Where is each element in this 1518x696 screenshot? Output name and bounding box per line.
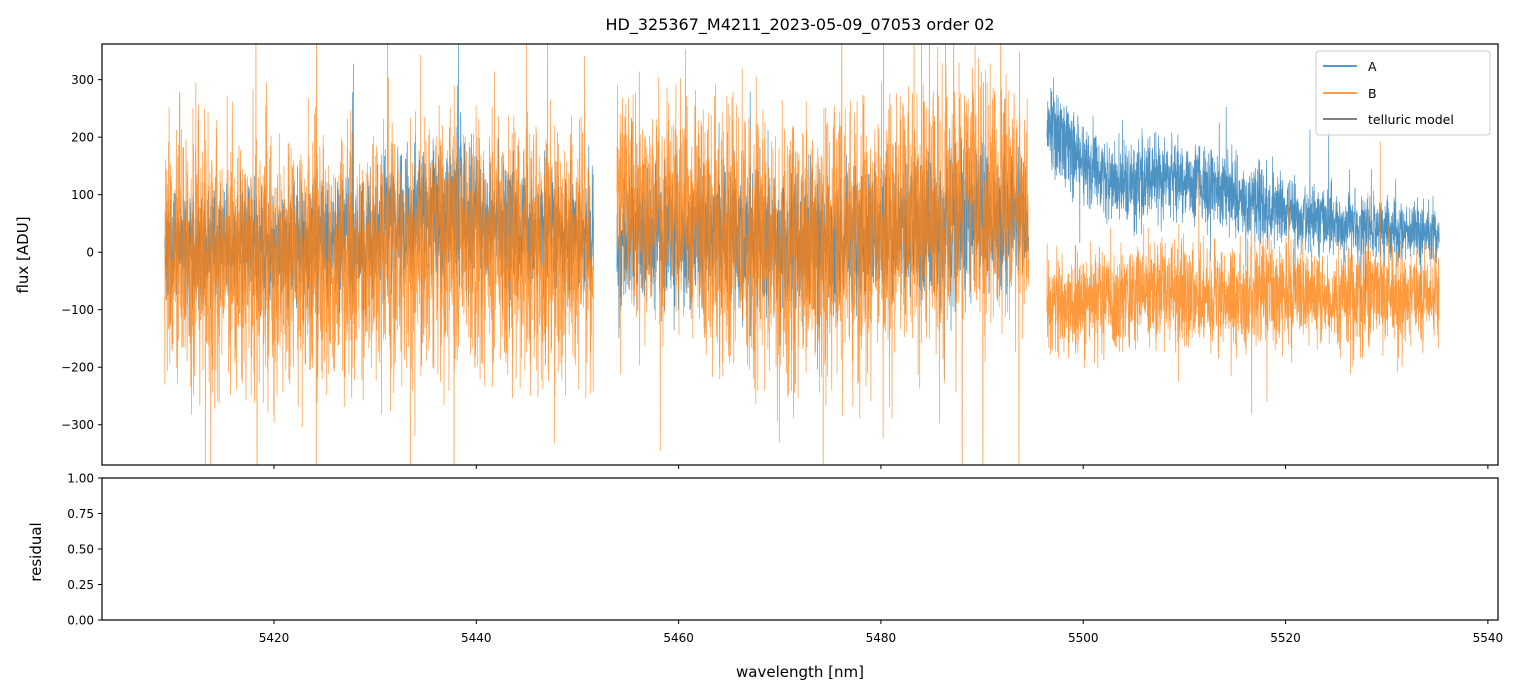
series-line-b-segment-2 (616, 44, 1029, 465)
residual-y-tick-label: 0.75 (67, 507, 94, 521)
residual-y-tick-label: 0.50 (67, 543, 94, 557)
legend-label-b: B (1368, 86, 1377, 101)
residual-panel-frame (101, 477, 1499, 621)
residual-y-tick-label: 0.00 (67, 614, 94, 628)
flux-y-tick-label: −100 (61, 303, 94, 317)
residual-y-tick-label: 0.25 (67, 578, 94, 592)
flux-axis-label: flux [ADU] (14, 216, 32, 293)
residual-panel: 0.00 0.25 0.50 0.75 1.00 5420 5440 5460 5480 550… (27, 472, 1503, 682)
flux-y-tick-label: 300 (71, 73, 94, 87)
wavelength-tick-label: 5540 (1473, 631, 1504, 645)
wavelength-tick-label: 5440 (461, 631, 492, 645)
series-b (164, 44, 1440, 465)
flux-y-tick-label: −300 (61, 418, 94, 432)
series-line-b-segment-1 (164, 44, 594, 465)
chart-title: HD_325367_M4211_2023-05-09_07053 order 0… (605, 15, 994, 35)
legend-label-a: A (1368, 59, 1377, 74)
wavelength-tick-label: 5520 (1270, 631, 1301, 645)
wavelength-tick-label: 5500 (1068, 631, 1099, 645)
flux-y-tick-label: 100 (71, 188, 94, 202)
flux-y-tick-label: 0 (86, 246, 94, 260)
residual-axis-label: residual (27, 522, 45, 581)
legend-label-telluric: telluric model (1368, 112, 1454, 127)
flux-panel-frame (101, 43, 1499, 466)
series-line-a-segment-3 (1046, 77, 1440, 310)
series-line-b-segment-3 (1046, 141, 1440, 415)
flux-y-tick-label: 200 (71, 131, 94, 145)
wavelength-tick-label: 5480 (866, 631, 897, 645)
wavelength-axis-label: wavelength [nm] (736, 663, 864, 681)
flux-y-tick-label: −200 (61, 361, 94, 375)
wavelength-tick-label: 5460 (663, 631, 694, 645)
legend-box (1315, 50, 1491, 136)
flux-panel: −300 −200 −100 0 100 200 300 flux [ADU] A B te… (14, 43, 1499, 469)
legend: A B telluric model (1315, 50, 1491, 136)
wavelength-tick-label: 5420 (259, 631, 290, 645)
residual-y-tick-label: 1.00 (67, 472, 94, 486)
